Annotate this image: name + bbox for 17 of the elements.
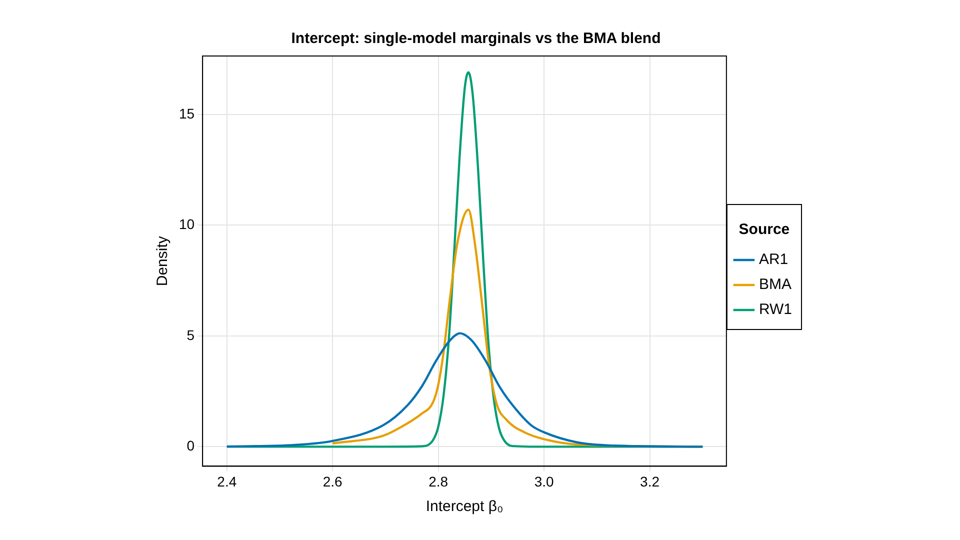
x-tick-label: 2.4	[217, 473, 237, 490]
legend-title: Source	[738, 221, 790, 238]
x-tick-label: 3.0	[534, 473, 554, 490]
legend-label: BMA	[758, 276, 792, 294]
y-tick-label: 15	[178, 105, 195, 122]
chart-title: Intercept: single-model marginals vs the BMA blend	[291, 30, 661, 48]
y-tick-label: 10	[178, 216, 195, 232]
y-tick-label: 5	[186, 326, 195, 343]
y-axis-title: Density	[154, 236, 172, 286]
x-tick-label: 3.2	[640, 473, 660, 490]
legend-label: RW1	[758, 301, 792, 318]
line-series	[226, 332, 704, 448]
x-axis-title: Intercept β₀	[426, 498, 504, 516]
y-tick-label: 0	[186, 438, 195, 454]
x-tick-label: 2.6	[322, 473, 343, 490]
legend-label: AR1	[758, 251, 788, 268]
x-tick-label: 2.8	[428, 473, 448, 490]
